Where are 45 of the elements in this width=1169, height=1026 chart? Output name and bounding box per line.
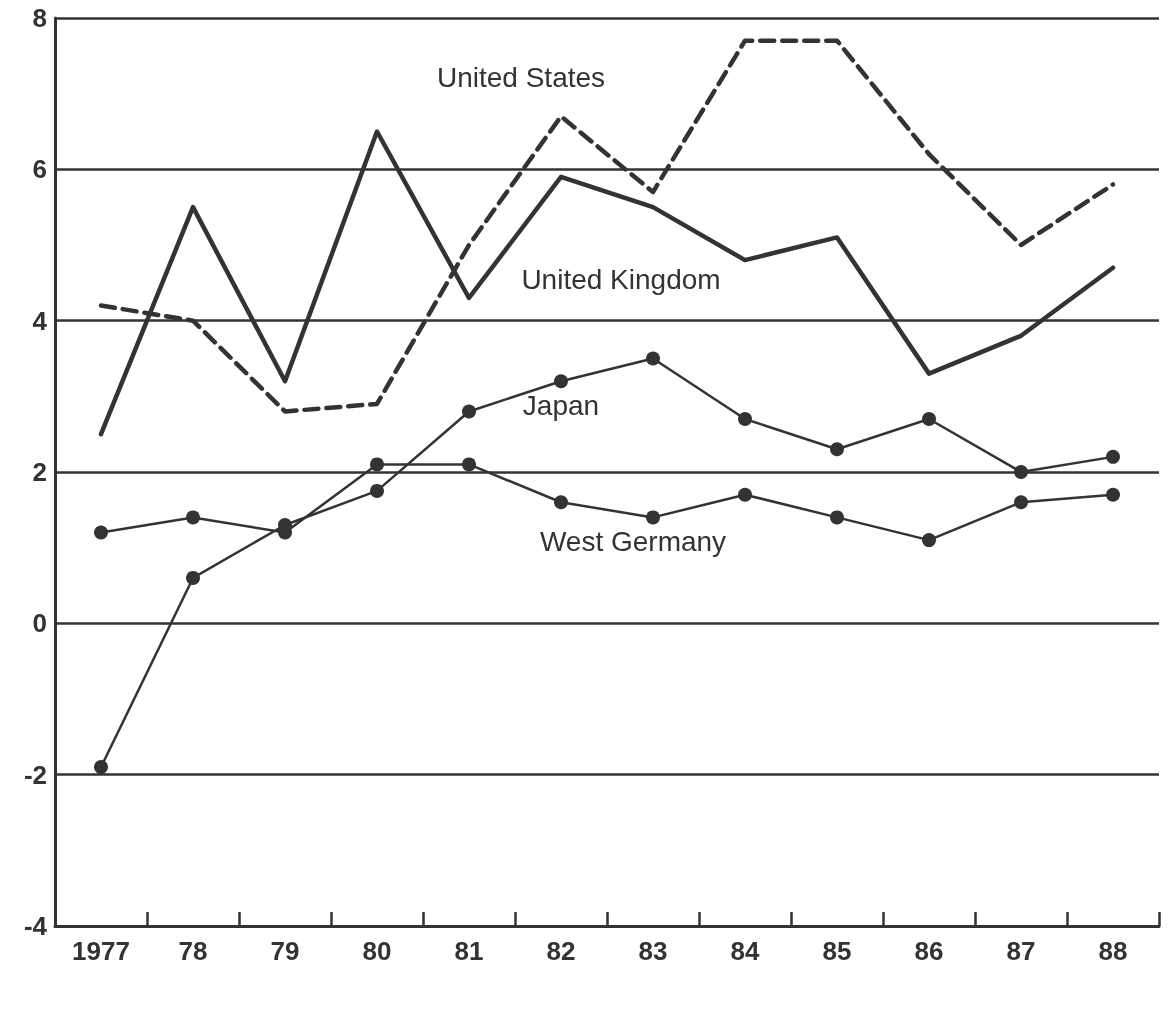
point [1014,495,1028,510]
x-tick-label: 86 [914,936,944,966]
point [1106,487,1120,502]
y-tick-label: 8 [32,3,47,33]
x-tick-label: 80 [362,936,392,966]
y-tick-label: -4 [23,911,48,941]
point [830,510,844,525]
point [94,760,108,775]
x-tick-label: 1977 [72,936,130,966]
y-tick-label: -2 [23,759,47,790]
point [1106,449,1120,464]
x-tick-label: 82 [546,936,576,966]
x-tick-label: 78 [178,936,208,966]
x-tick-label: 85 [822,936,852,966]
point [738,487,752,502]
series-label: United States [436,61,606,93]
series-label: United Kingdom [521,264,721,296]
point [370,457,384,472]
y-tick-label: 2 [32,457,47,487]
x-tick-label: 83 [638,936,668,966]
point [922,412,936,427]
point [554,495,568,510]
y-tick-label: 6 [32,154,47,185]
x-tick-label: 87 [1006,936,1036,966]
point [186,510,200,525]
point [1014,465,1028,479]
series-label: West Germany [539,525,727,557]
point [922,533,936,548]
point [462,457,476,472]
point [646,510,660,525]
series-label: Japan [522,389,600,421]
point [462,404,476,419]
point [646,351,660,366]
point [554,374,568,389]
x-tick-label: 84 [730,936,760,966]
y-tick-label: 0 [32,608,47,639]
x-tick-label: 88 [1098,936,1128,966]
point [738,412,752,427]
x-tick-label: 81 [454,936,484,966]
point [370,483,384,498]
y-tick-label: 4 [32,305,48,336]
point [186,570,200,585]
x-tick-label: 79 [270,936,300,966]
point [94,525,108,540]
point [830,442,844,457]
